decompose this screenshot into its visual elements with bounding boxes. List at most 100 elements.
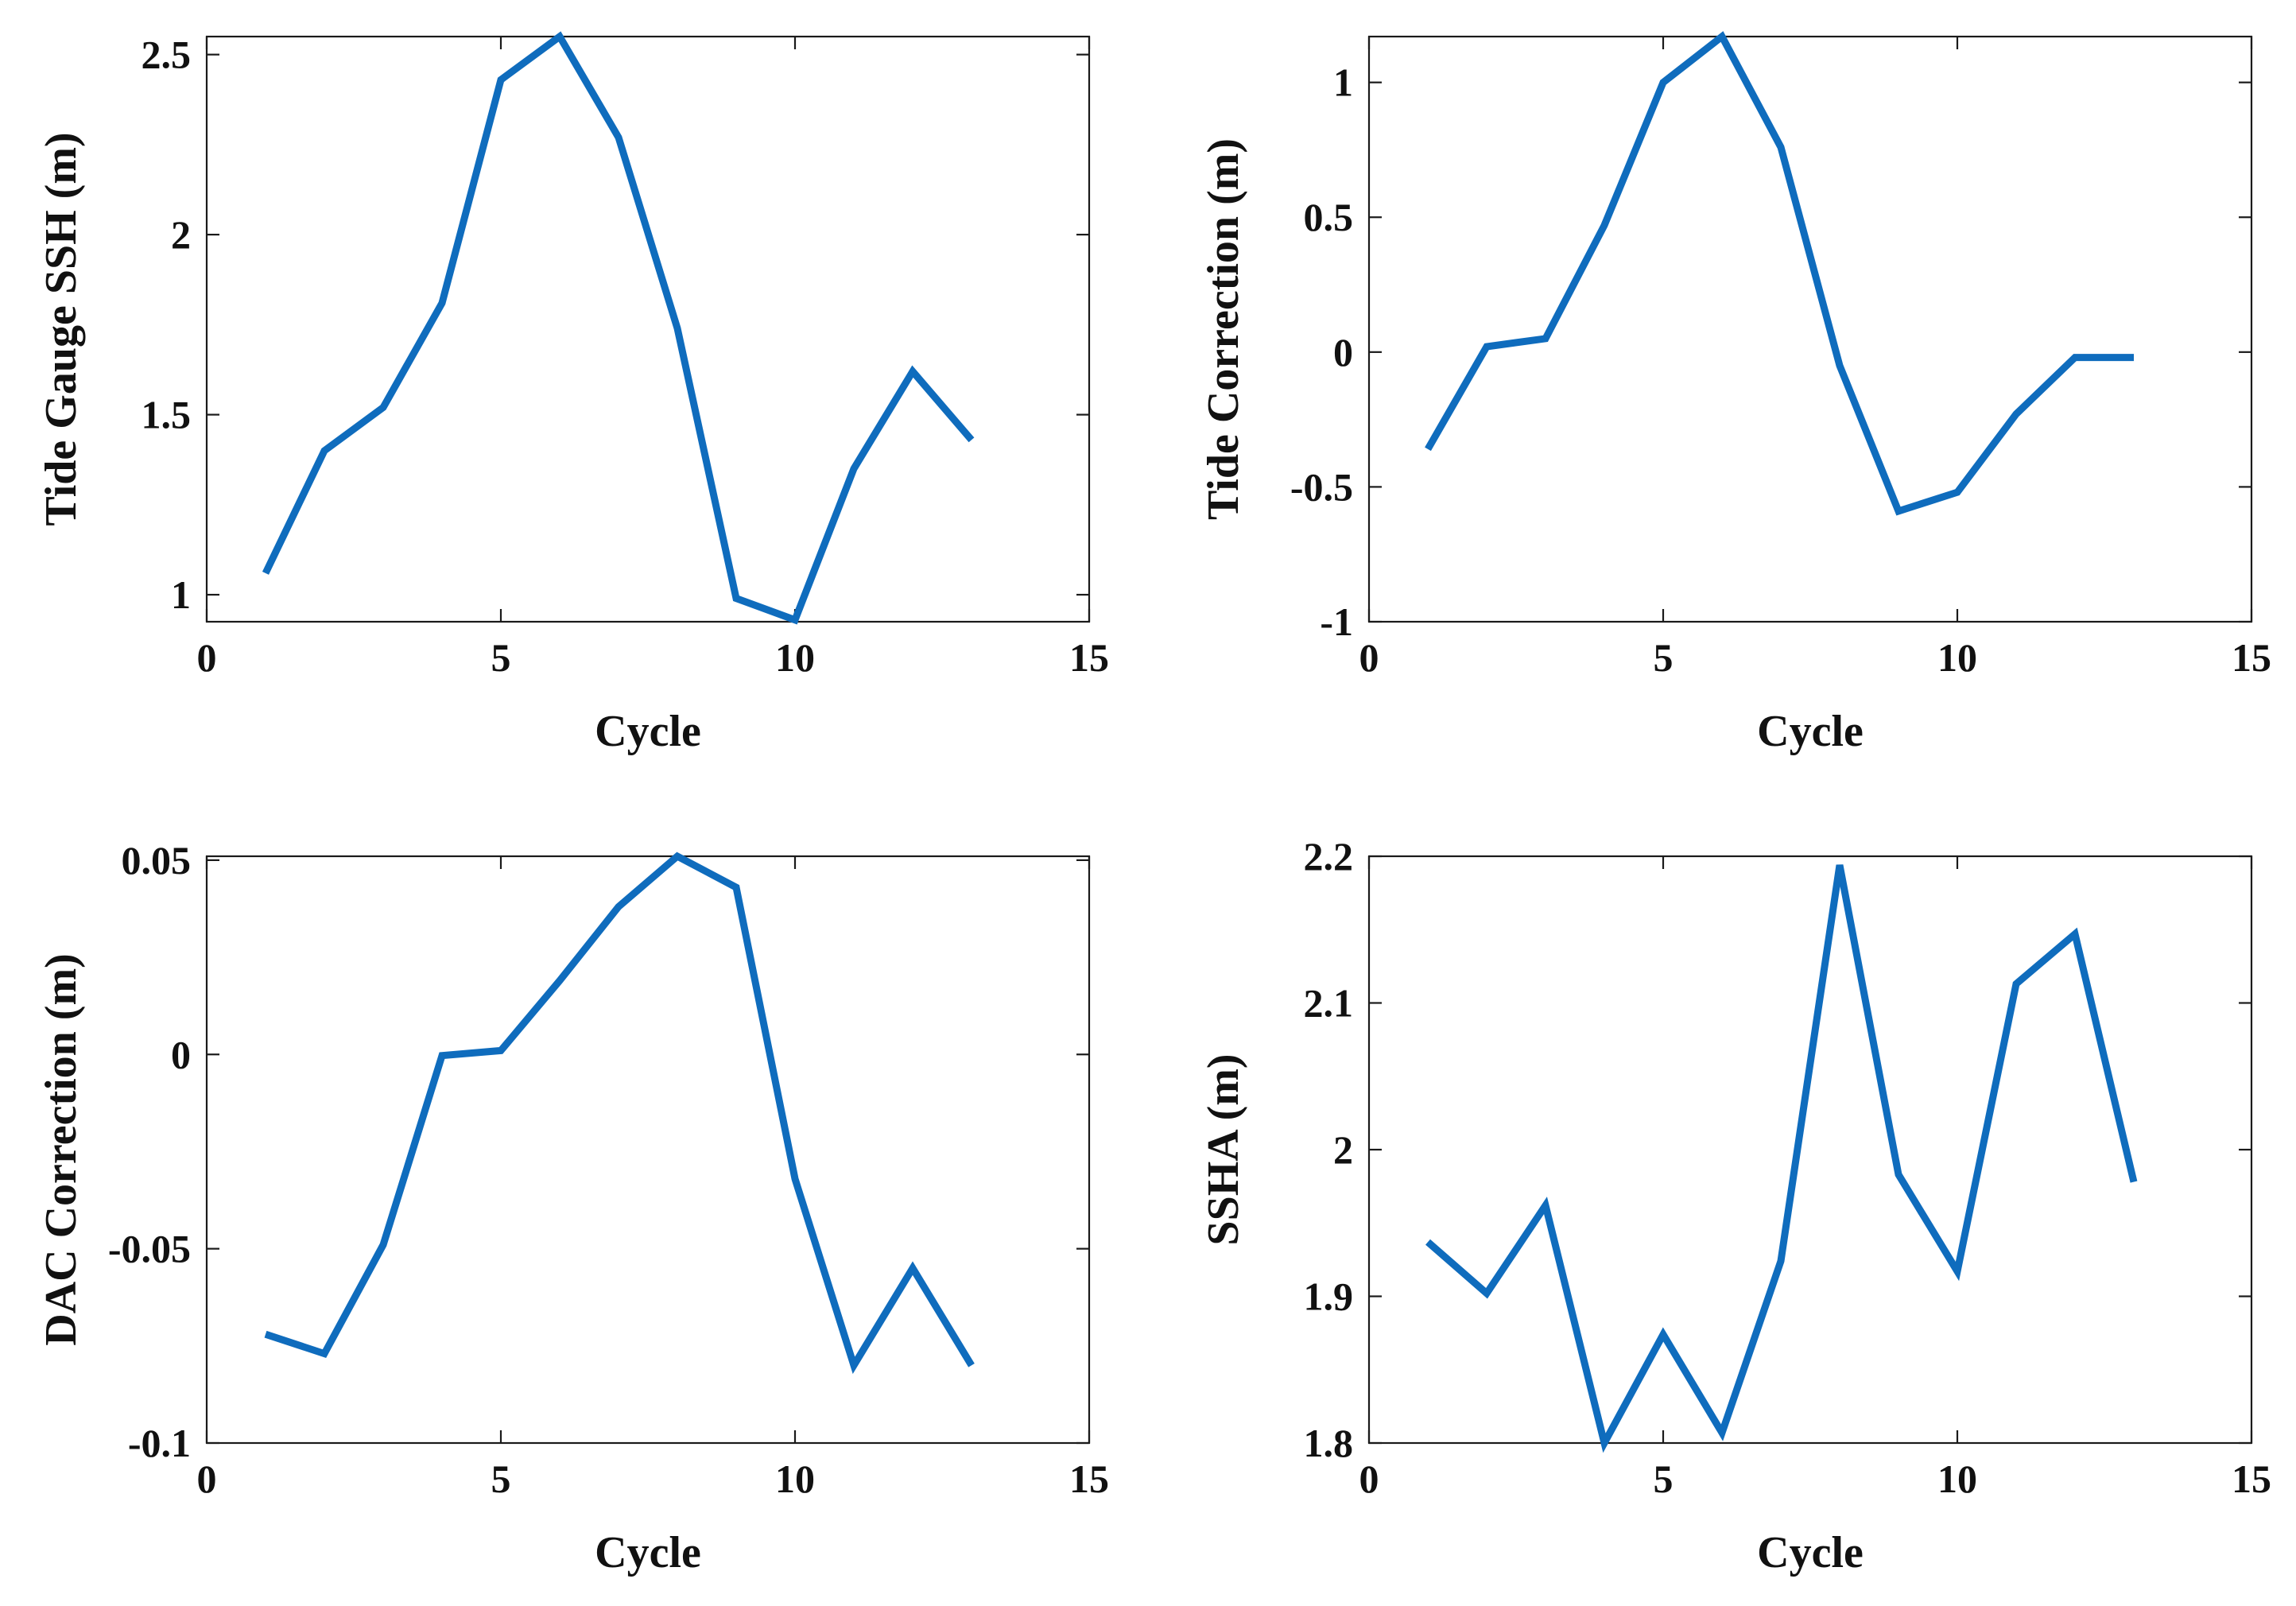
data-point-cycle-1 [1425,1239,1432,1246]
data-point-cycle-13 [2131,1178,2138,1185]
x-tick-label-10: 10 [775,1457,815,1501]
data-point-cycle-12 [2072,930,2079,937]
data-point-cycle-8 [1836,862,1844,869]
series-line [262,31,975,625]
data-point-cycle-12 [2072,354,2079,361]
data-point-cycle-4 [1601,1440,1608,1447]
x-tick-label-0: 0 [1359,1457,1379,1501]
data-point-cycle-10 [792,616,799,623]
data-point-cycle-2 [321,447,328,454]
data-point-cycle-1 [262,1331,270,1338]
data-point-cycle-5 [498,76,505,83]
data-point-cycle-10 [1954,489,1961,496]
data-point-cycle-12 [909,1265,917,1272]
data-point-cycle-11 [851,1362,858,1369]
series-line [1425,864,2138,1453]
y-tick-label-1.5: 1.5 [142,393,192,437]
data-point-cycle-8 [674,853,681,860]
data-point-cycle-13 [968,436,975,444]
y-tick-label-2.2: 2.2 [1304,834,1354,879]
y-tick-label-2.5: 2.5 [142,33,192,77]
x-tick-label-10: 10 [1937,1457,1977,1501]
x-tick-label-0: 0 [1359,635,1379,680]
x-tick-label-5: 5 [491,1457,511,1501]
x-axis-label: Cycle [595,1528,701,1577]
data-point-cycle-6 [1719,1429,1726,1437]
x-tick-label-5: 5 [1654,635,1674,680]
x-tick-label-15: 15 [1069,1457,1109,1501]
axes-frame [205,855,1091,1445]
x-axis-label: Cycle [1757,707,1864,756]
y-tick-label-0.05: -0.05 [108,1227,191,1271]
data-point-cycle-5 [1660,79,1667,86]
data-point-cycle-4 [439,1052,446,1059]
y-axis-label: Tide Gauge SSH (m) [37,132,86,526]
y-tick-label-2: 2 [171,212,191,257]
data-point-cycle-1 [1425,445,1432,452]
data-point-cycle-12 [909,368,917,375]
data-point-cycle-3 [1542,335,1549,342]
y-tick-label-1.9: 1.9 [1304,1274,1354,1319]
subplot-ssha: 0 5 10 15 1.8 1.9 2 2.1 2.2 Cycle SSHA (m) [1199,834,2271,1577]
series-line [1425,31,2134,516]
data-point-cycle-3 [380,1241,387,1248]
y-tick-label-2.1: 2.1 [1304,981,1354,1026]
y-tick-label-1: 1 [1333,60,1353,105]
x-tick-label-0: 0 [197,635,217,680]
data-point-cycle-9 [733,884,740,891]
data-point-cycle-9 [1895,1171,1902,1178]
data-point-cycle-7 [615,903,622,910]
y-tick-label-1: 1 [171,572,191,617]
x-tick-label-5: 5 [1654,1457,1674,1501]
y-tick-label-2: 2 [1333,1127,1353,1172]
x-tick-label-0: 0 [197,1457,217,1501]
data-point-cycle-10 [792,1175,799,1182]
data-point-cycle-13 [2131,354,2138,361]
data-point-cycle-8 [1836,362,1844,369]
x-tick-label-15: 15 [2232,1457,2271,1501]
data-point-cycle-9 [1895,507,1902,514]
data-point-cycle-6 [557,33,564,41]
data-point-cycle-1 [262,569,270,576]
y-tick-label-0.05: 0.05 [122,838,192,883]
data-point-cycle-11 [2013,410,2020,417]
data-point-cycle-9 [733,595,740,602]
data-point-cycle-7 [1778,144,1785,151]
data-point-cycle-8 [674,324,681,332]
data-point-cycle-4 [439,300,446,307]
x-axis-label: Cycle [595,707,701,756]
data-point-cycle-3 [1542,1202,1549,1209]
y-tick-label-0.1: -0.1 [128,1421,191,1465]
data-point-cycle-11 [851,465,858,472]
y-tick-label-0.5: 0.5 [1304,195,1354,239]
series-line [264,851,975,1375]
x-tick-label-10: 10 [775,635,815,680]
y-tick-label-1: -1 [1320,599,1353,644]
data-point-cycle-10 [1954,1268,1961,1275]
y-axis-label: DAC Correction (m) [37,953,86,1345]
data-point-cycle-6 [1719,33,1726,41]
data-point-cycle-13 [968,1362,975,1369]
data-point-cycle-3 [380,404,387,411]
axes-frame [1367,35,2253,623]
data-point-cycle-6 [557,977,564,984]
y-tick-label-0.5: -0.5 [1290,464,1353,509]
data-point-cycle-5 [498,1047,505,1054]
data-point-cycle-11 [2013,980,2020,987]
data-point-cycle-7 [1778,1258,1785,1265]
subplot-tide-correction: 0 5 10 15 -1 -0.5 0 0.5 1 Cycle Tide Correction (m… [1199,31,2271,756]
x-axis-label: Cycle [1757,1528,1864,1577]
data-point-cycle-5 [1660,1331,1667,1338]
subplot-dac-correction: 0 5 10 15 -0.1 -0.05 0 0.05 Cycle DAC Correction … [37,838,1109,1577]
x-tick-label-5: 5 [491,635,511,680]
data-point-cycle-4 [1601,222,1608,229]
y-tick-label-1.8: 1.8 [1304,1421,1354,1465]
y-tick-label-0: 0 [1333,330,1353,374]
data-point-cycle-2 [321,1350,328,1357]
subplot-tide-gauge-ssh: 0 5 10 15 1 1.5 2 2.5 Cycle Tide Gauge SSH (m) [37,31,1109,756]
data-point-cycle-2 [1483,343,1491,351]
x-tick-label-10: 10 [1937,635,1977,680]
data-point-cycle-2 [1483,1290,1491,1297]
